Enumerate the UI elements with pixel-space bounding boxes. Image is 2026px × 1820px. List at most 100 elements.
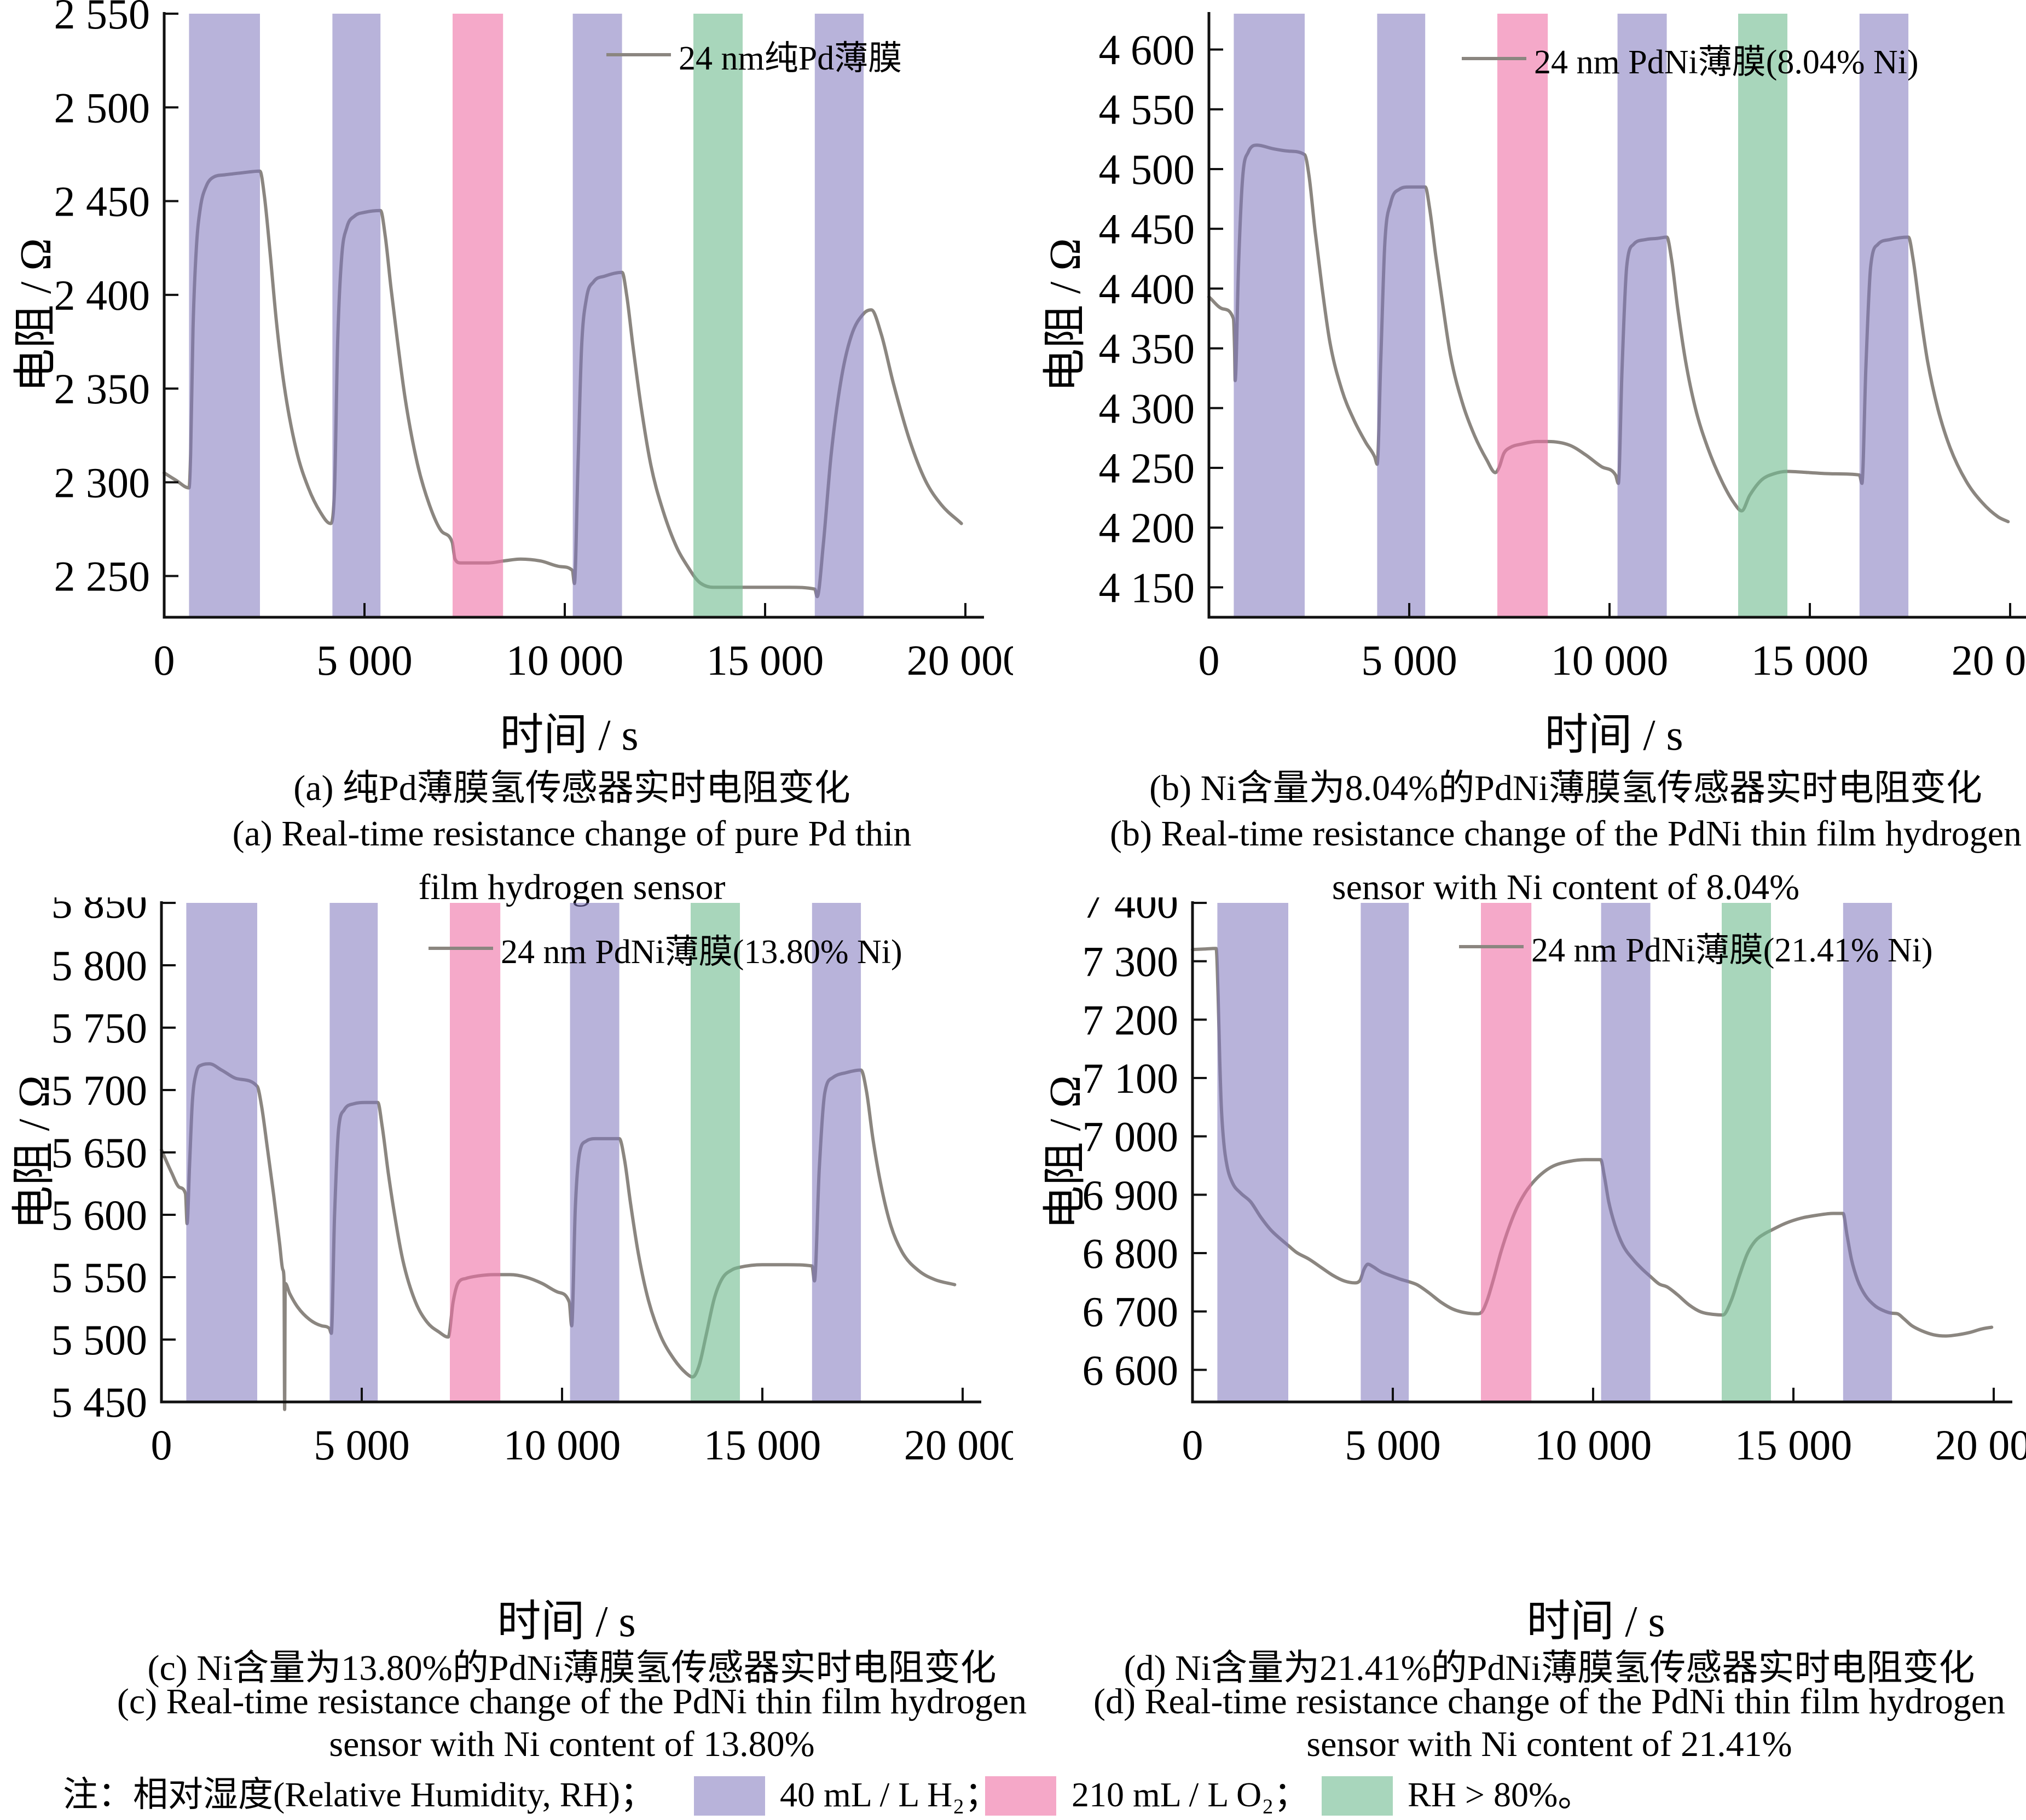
y-tick-label: 5 850 (51, 897, 148, 927)
y-tick-label: 7 400 (1083, 897, 1179, 927)
caption-en2-a: film hydrogen sensor (418, 867, 726, 907)
y-tick-label: 5 800 (51, 942, 148, 989)
y-tick-label: 6 900 (1083, 1171, 1179, 1219)
y-tick-label: 4 150 (1099, 564, 1195, 611)
y-axis-title-b: 电阻 / Ω (1041, 238, 1090, 392)
caption-en1-d: (d) Real-time resistance change of the P… (1093, 1682, 2006, 1722)
legend-a: 24 nm纯Pd薄膜 (606, 30, 902, 79)
band-h2 (1361, 903, 1409, 1402)
y-tick-label: 4 500 (1099, 146, 1195, 193)
legend-line-sample (429, 947, 493, 950)
x-tick-label: 15 000 (707, 636, 824, 684)
x-tick-label: 10 000 (506, 636, 624, 684)
legend-label: 24 nm纯Pd薄膜 (679, 40, 902, 77)
y-tick-label: 4 350 (1099, 325, 1195, 373)
caption-zh-d: (d) Ni含量为21.41%的PdNi薄膜氢传感器实时电阻变化 (1124, 1648, 1975, 1688)
band-h2 (1601, 903, 1651, 1402)
y-tick-label: 5 450 (51, 1378, 148, 1426)
y-tick-label: 2 300 (54, 459, 150, 506)
x-tick-label: 15 000 (704, 1421, 821, 1469)
o2-label: 210 mL / L O₂； (1072, 1775, 1309, 1814)
caption-en1-b: (b) Real-time resistance change of the P… (1109, 814, 2022, 854)
y-tick-label: 5 600 (51, 1191, 148, 1239)
y-tick-label: 5 700 (51, 1067, 148, 1114)
plot-b: 4 600 4 550 4 500 4 450 4 400 4 350 4 300 4 250… (1099, 12, 2026, 684)
plot-d: 7 400 7 300 7 200 7 100 7 000 6 900 6 800 6 700… (1083, 897, 2026, 1469)
legend-label: 24 nm PdNi薄膜(8.04% Ni) (1534, 44, 1919, 81)
caption-zh-b: (b) Ni含量为8.04%的PdNi薄膜氢传感器实时电阻变化 (1149, 768, 1982, 808)
y-axis-title-c: 电阻 / Ω (10, 1075, 59, 1230)
x-tick-label: 15 000 (1735, 1421, 1853, 1469)
x-tick-label: 10 000 (503, 1421, 621, 1469)
x-tick-label: 10 000 (1551, 636, 1669, 684)
band-h2 (189, 14, 260, 617)
y-tick-label: 5 750 (51, 1004, 148, 1052)
h2-label: 40 mL / L H₂； (780, 1775, 1000, 1814)
y-tick-label: 6 600 (1083, 1346, 1179, 1394)
caption-en2-c: sensor with Ni content of 13.80% (329, 1724, 815, 1764)
subplot-a: 2 550 2 500 2 450 2 400 2 350 2 300 2 250 0 5 00… (0, 0, 1013, 910)
legend-line-sample (606, 53, 671, 56)
x-tick-label: 15 000 (1751, 636, 1869, 684)
y-tick-label: 7 200 (1083, 996, 1179, 1044)
x-axis-title-c: 时间 / s (497, 1598, 636, 1646)
legend-line-sample (1459, 945, 1524, 948)
x-tick-label: 20 000 (904, 1421, 1013, 1469)
y-tick-label: 4 300 (1099, 385, 1195, 432)
band-h2 (1843, 903, 1892, 1402)
y-tick-label: 5 550 (51, 1254, 148, 1301)
y-tick-label: 2 550 (54, 0, 150, 38)
rh-label: RH > 80%。 (1408, 1775, 1593, 1814)
x-tick-label: 10 000 (1535, 1421, 1652, 1469)
band-rh (691, 903, 740, 1402)
y-tick-label: 5 500 (51, 1316, 148, 1364)
x-tick-label: 0 (154, 636, 175, 684)
y-tick-label: 4 250 (1099, 444, 1195, 492)
note-text: 注：相对湿度(Relative Humidity, RH)； (63, 1775, 655, 1814)
caption-en2-d: sensor with Ni content of 21.41% (1306, 1724, 1792, 1764)
caption-en1-c: (c) Real-time resistance change of the P… (117, 1682, 1027, 1722)
band-h2 (329, 903, 378, 1402)
y-axis-title-a: 电阻 / Ω (12, 238, 60, 392)
y-tick-label: 5 650 (51, 1129, 148, 1176)
band-rh (693, 14, 743, 617)
band-h2 (572, 14, 622, 617)
h2-band-swatch (694, 1776, 765, 1816)
y-tick-label: 2 500 (54, 84, 150, 131)
o2-band-swatch (985, 1776, 1056, 1816)
plot-c: 5 850 5 800 5 750 5 700 5 650 5 600 5 550 5 500… (51, 897, 1014, 1469)
x-axis-title-a: 时间 / s (500, 711, 639, 760)
x-tick-label: 0 (1182, 1421, 1203, 1469)
y-tick-label: 2 250 (54, 553, 150, 600)
legend-b: 24 nm PdNi薄膜(8.04% Ni) (1462, 34, 1919, 83)
band-o2 (450, 903, 501, 1402)
band-h2 (812, 903, 861, 1402)
band-h2 (1859, 14, 1909, 617)
caption-en1-a: (a) Real-time resistance change of pure … (232, 814, 912, 854)
y-tick-label: 6 700 (1083, 1288, 1179, 1336)
rh-band-swatch (1322, 1776, 1393, 1816)
band-h2 (332, 14, 381, 617)
band-o2 (1481, 903, 1532, 1402)
x-tick-label: 20 000 (1935, 1421, 2026, 1469)
x-tick-label: 5 000 (314, 1421, 410, 1469)
caption-zh-a: (a) 纯Pd薄膜氢传感器实时电阻变化 (293, 768, 850, 808)
x-tick-label: 0 (1199, 636, 1220, 684)
y-tick-label: 2 350 (54, 365, 150, 413)
x-tick-label: 20 000 (907, 636, 1013, 684)
y-tick-label: 6 800 (1083, 1230, 1179, 1277)
caption-zh-c: (c) Ni含量为13.80%的PdNi薄膜氢传感器实时电阻变化 (147, 1648, 997, 1688)
y-tick-label: 7 300 (1083, 938, 1179, 986)
band-h2 (1377, 14, 1426, 617)
caption-en2-b: sensor with Ni content of 8.04% (1332, 867, 1800, 907)
band-h2 (1617, 14, 1667, 617)
subplot-c: 5 850 5 800 5 750 5 700 5 650 5 600 5 550 5 500… (0, 897, 1027, 1820)
x-tick-label: 5 000 (1345, 1421, 1441, 1469)
y-tick-label: 4 600 (1099, 26, 1195, 74)
band-h2 (1234, 14, 1305, 617)
y-tick-label: 7 100 (1083, 1054, 1179, 1102)
x-tick-label: 5 000 (1361, 636, 1457, 684)
y-tick-label: 4 400 (1099, 265, 1195, 312)
legend-d: 24 nm PdNi薄膜(21.41% Ni) (1459, 922, 1933, 971)
